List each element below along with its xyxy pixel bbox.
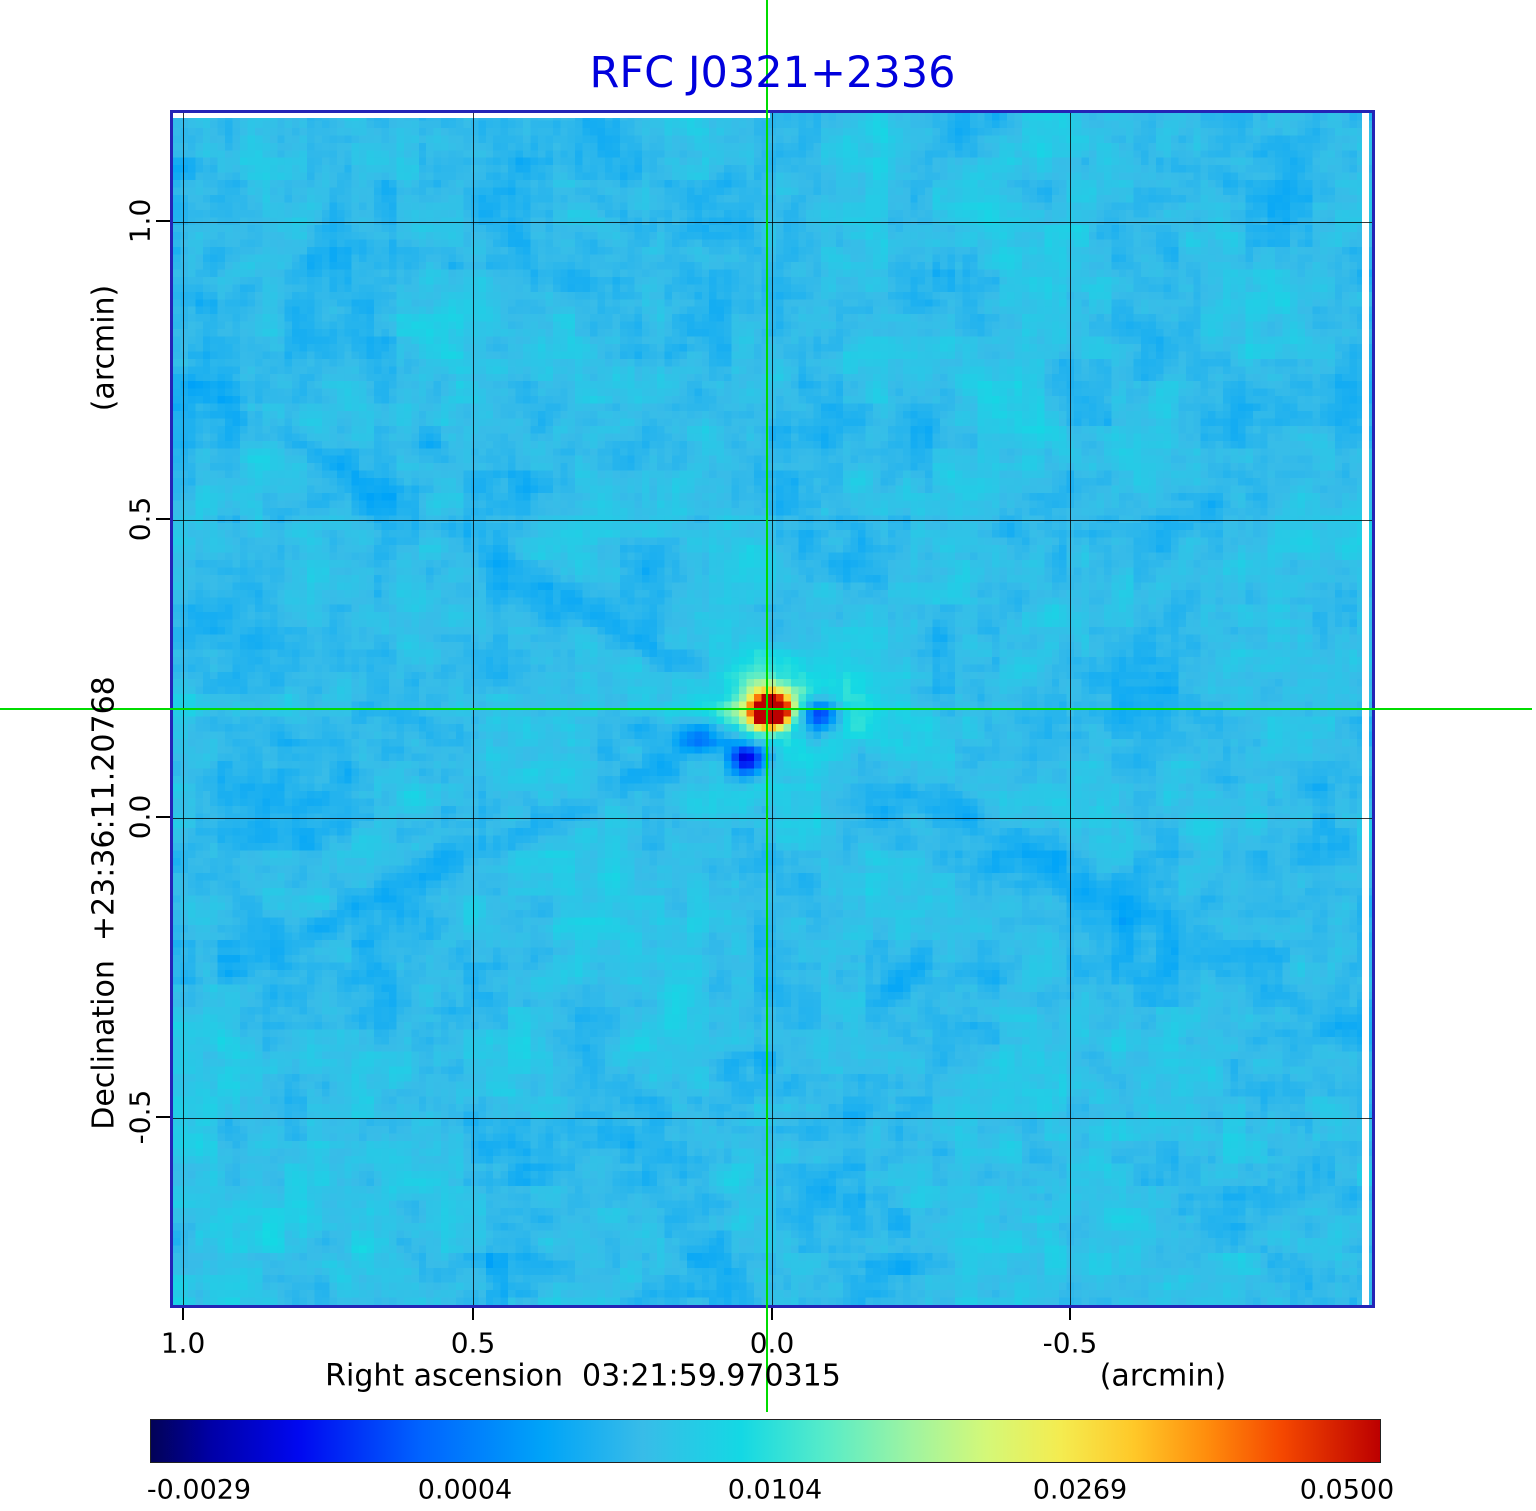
- x-tick-label: -0.5: [1042, 1326, 1098, 1360]
- image-edge-gap-top: [173, 113, 770, 118]
- x-tick-label: 0.0: [749, 1326, 795, 1360]
- grid-line-horizontal: [173, 1118, 1372, 1119]
- x-axis-unit-label: (arcmin): [1099, 1358, 1227, 1394]
- grid-line-horizontal: [173, 520, 1372, 521]
- x-tick: [472, 1308, 474, 1320]
- x-tick-label: 1.0: [160, 1326, 206, 1360]
- x-tick: [182, 1308, 184, 1320]
- colorbar-tick-label: -0.0029: [146, 1474, 252, 1506]
- colorbar-tick-label: 0.0269: [1032, 1474, 1128, 1506]
- y-tick-label: -0.5: [123, 1089, 157, 1145]
- y-tick: [156, 816, 170, 818]
- colorbar-tick-label: 0.0104: [727, 1474, 823, 1506]
- x-axis-label: Right ascension 03:21:59.970315: [325, 1358, 841, 1394]
- x-tick-label: 0.5: [450, 1326, 496, 1360]
- x-tick: [771, 1308, 773, 1320]
- colorbar: [150, 1419, 1381, 1463]
- colorbar-tick-label: 0.0004: [417, 1474, 513, 1506]
- crosshair-horizontal-line: [0, 708, 1532, 710]
- plot-title: RFC J0321+2336: [589, 48, 956, 98]
- y-axis-unit-label: (arcmin): [86, 284, 122, 412]
- y-tick-label: 0.0: [123, 794, 157, 840]
- y-axis-label: Declination +23:36:11.20768: [86, 676, 122, 1130]
- grid-line-horizontal: [173, 818, 1372, 819]
- x-tick: [1069, 1308, 1071, 1320]
- grid-line-horizontal: [173, 222, 1372, 223]
- crosshair-vertical-line: [766, 0, 768, 1412]
- y-tick: [156, 220, 170, 222]
- y-tick-label: 1.0: [123, 198, 157, 244]
- colorbar-tick-label: 0.0500: [1299, 1474, 1395, 1506]
- y-tick: [156, 1116, 170, 1118]
- y-tick-label: 0.5: [123, 496, 157, 542]
- y-tick: [156, 518, 170, 520]
